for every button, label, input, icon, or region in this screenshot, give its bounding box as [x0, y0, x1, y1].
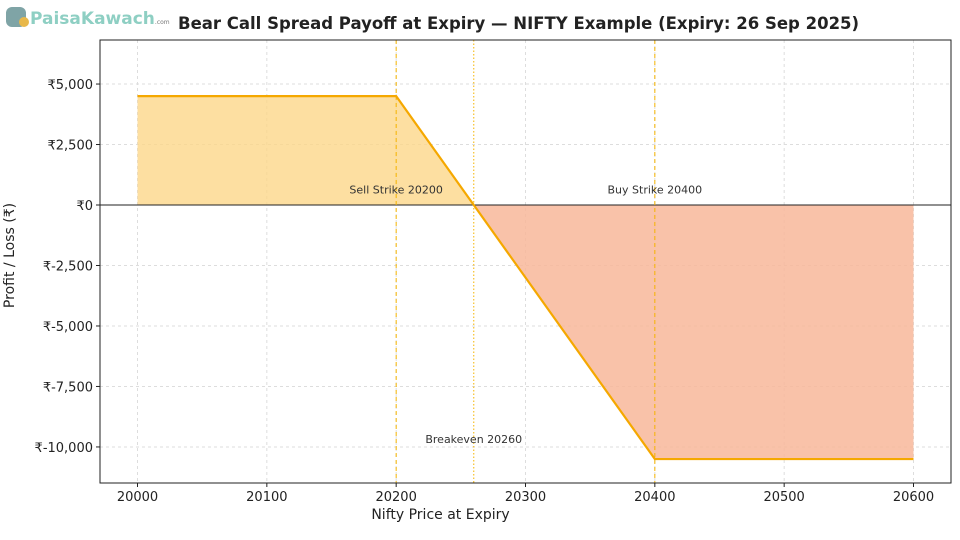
profit-area	[137, 96, 474, 206]
x-tick-label: 20000	[117, 490, 158, 505]
annotation-20260: Breakeven 20260	[425, 433, 522, 446]
chart-title: Bear Call Spread Payoff at Expiry — NIFT…	[178, 14, 860, 33]
paisakawach-logo: PaisaKawach.com	[2, 2, 176, 36]
y-tick-label: ₹-2,500	[43, 259, 93, 274]
x-tick-label: 20300	[505, 490, 546, 505]
x-tick-label: 20200	[375, 490, 416, 505]
logo-name: PaisaKawach	[30, 9, 155, 29]
y-tick-label: ₹5,000	[48, 78, 94, 93]
x-tick-label: 20500	[763, 490, 804, 505]
annotation-20400: Buy Strike 20400	[608, 184, 703, 197]
x-tick-label: 20600	[893, 490, 934, 505]
x-tick-label: 20400	[634, 490, 675, 505]
logo-text: PaisaKawach.com	[30, 9, 170, 29]
y-tick-label: ₹-7,500	[43, 380, 93, 395]
logo-coin-icon	[19, 17, 29, 27]
y-axis-label: Profit / Loss (₹)	[2, 203, 18, 308]
payoff-line	[137, 95, 914, 461]
y-tick-label: ₹-10,000	[35, 441, 93, 456]
logo-suffix: .com	[155, 19, 170, 26]
y-tick-label: ₹-5,000	[43, 320, 93, 335]
loss-area	[473, 205, 914, 460]
x-tick-label: 20100	[246, 490, 287, 505]
x-axis-label: Nifty Price at Expiry	[371, 507, 509, 523]
y-tick-label: ₹2,500	[48, 139, 94, 154]
y-tick-label: ₹0	[76, 199, 93, 214]
annotation-20200: Sell Strike 20200	[349, 184, 442, 197]
